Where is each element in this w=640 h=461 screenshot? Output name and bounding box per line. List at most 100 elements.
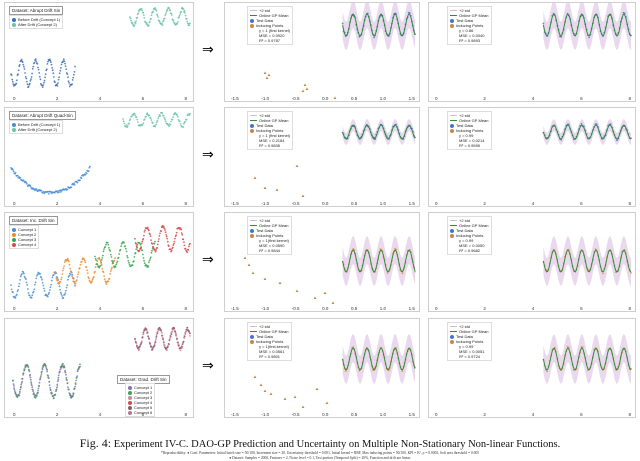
concept-1-points (10, 165, 91, 195)
tick-label: 1.5 (408, 201, 415, 206)
legend-entry: Concept 6 (128, 410, 152, 415)
tick-label: 1.0 (379, 96, 387, 101)
mid-metrics-legend: +2 std Online GP Mean Test Data Inducing Po… (247, 322, 292, 361)
mid-prediction-plot-3: +2 std Online GP Mean Test Data Inducing Po… (224, 212, 420, 312)
footnote-line-1: *Reproducibility: ● Conf. Parameters: In… (160, 451, 480, 455)
legend-swatch-icon (250, 10, 257, 11)
legend-swatch-icon (450, 225, 457, 226)
legend-entry: +2 std (250, 113, 290, 118)
legend-swatch-icon (450, 331, 457, 332)
legend-entry: Concept 1 (12, 227, 36, 232)
uncertainty-band (543, 119, 631, 145)
legend-swatch-icon (450, 228, 454, 233)
legend-swatch-icon (12, 127, 16, 132)
legend-label: Online GP Mean (459, 329, 489, 334)
tick-label: 8 (184, 412, 187, 417)
tick-label: 0 (13, 412, 16, 417)
legend-entry: γ = 1 (first kernel) (250, 28, 290, 33)
legend-entry: Test Data (450, 334, 489, 339)
legend-swatch-icon (128, 395, 132, 400)
legend-label: +2 std (259, 113, 271, 118)
tick-label: 4 (98, 96, 102, 101)
tick-label: 1.0 (379, 201, 387, 206)
tick-label: 6 (141, 412, 145, 417)
legend-label: γ = 1(first kernel) (259, 238, 289, 243)
mid-x-ticks: -1.5 -1.0 -0.5 0.0 0.5 1.0 1.5 (231, 412, 415, 417)
tick-label: 8 (184, 201, 187, 206)
legend-label: Concept 3 (18, 237, 37, 242)
legend-swatch-icon (250, 240, 257, 241)
gp-mean-line (542, 124, 632, 140)
tick-label: 6 (580, 412, 583, 417)
legend-entry: Online GP Mean (450, 223, 489, 228)
tick-label: 6 (141, 201, 145, 206)
concept-3-points (94, 240, 156, 269)
mid-x-ticks: -1.5 -1.0 -0.5 0.0 0.5 1.0 1.5 (231, 96, 415, 101)
legend-entry: Concept 2 (12, 232, 36, 237)
legend-label: Test Data (456, 334, 473, 339)
mid-metrics-legend: +2 std Online GP Mean Test Data Inducing Po… (247, 111, 294, 150)
legend-entry: R² = 0.9893 (450, 38, 489, 43)
legend-label: Online GP Mean (259, 223, 289, 228)
legend-label: R² = 0.9835 (259, 143, 281, 148)
concept-6-points (134, 326, 191, 351)
tick-label: 4 (98, 201, 102, 206)
legend-entry: MSE = 0.2184 (250, 138, 290, 143)
caption-text: Experiment IV-C. DAO-GP Prediction and U… (113, 439, 561, 450)
legend-entry: +2 std (450, 218, 489, 223)
legend-entry: Test Data (250, 228, 289, 233)
legend-entry: Test Data (250, 123, 290, 128)
legend-swatch-icon (250, 250, 257, 251)
gp-mean-line (342, 249, 416, 273)
legend-label: MSE = 0.0051 (459, 349, 485, 354)
legend-entry: Before Drift (Concept 1) (12, 122, 60, 127)
right-metrics-legend: +2 std Online GP Mean Test Data Inducing Po… (447, 216, 492, 255)
legend-swatch-icon (450, 233, 454, 238)
legend-entry: Inducing Points (250, 339, 289, 344)
dataset-legend: Before Drift (Concept 1) After Drift (Con… (9, 15, 64, 29)
tick-label: 4 (98, 412, 102, 417)
legend-entry: Inducing Points (450, 339, 489, 344)
legend-entry: Concept 1 (128, 385, 152, 390)
legend-swatch-icon (250, 351, 257, 352)
tick-label: 6 (580, 201, 583, 206)
legend-swatch-icon (128, 400, 132, 405)
dataset-title: Dataset: Abrupt Drift Quad-Sin (9, 111, 76, 120)
legend-label: +2 std (459, 8, 471, 13)
right-x-ticks: 0 2 4 6 8 (435, 201, 631, 206)
legend-swatch-icon (450, 250, 457, 251)
legend-entry: +2 std (450, 324, 489, 329)
right-prediction-plot-2: +2 std Online GP Mean Test Data Inducing Po… (428, 107, 636, 207)
tick-label: 2 (55, 201, 59, 206)
legend-swatch-icon (450, 145, 457, 146)
right-x-ticks: 0 2 4 6 8 (435, 96, 631, 101)
legend-label: After Drift (Concept 2) (18, 22, 57, 27)
legend-label: Inducing Points (456, 233, 484, 238)
mid-x-ticks: -1.5 -1.0 -0.5 0.0 0.5 1.0 1.5 (231, 306, 415, 311)
tick-label: 8 (628, 201, 631, 206)
dataset-title: Dataset: Abrupt Drift Sin (9, 6, 64, 15)
legend-swatch-icon (450, 140, 457, 141)
legend-entry: γ = 1(first kernel) (250, 344, 289, 349)
tick-label: 2 (55, 96, 59, 101)
legend-label: Before Drift (Concept 1) (18, 122, 61, 127)
legend-swatch-icon (450, 356, 457, 357)
legend-swatch-icon (250, 326, 257, 327)
legend-label: MSE = 0.2184 (259, 138, 285, 143)
legend-entry: Inducing Points (450, 128, 489, 133)
tick-label: 0 (13, 306, 16, 311)
legend-swatch-icon (128, 410, 132, 415)
legend-entry: Concept 3 (128, 395, 152, 400)
inducing-points (253, 375, 329, 408)
legend-swatch-icon (250, 220, 257, 221)
legend-swatch-icon (450, 35, 457, 36)
legend-swatch-icon (250, 245, 257, 246)
legend-entry: Test Data (250, 334, 289, 339)
legend-swatch-icon (250, 115, 257, 116)
legend-entry: +2 std (450, 8, 489, 13)
gp-mean-line (342, 13, 416, 37)
legend-label: Inducing Points (456, 128, 484, 133)
uncertainty-band (342, 334, 415, 384)
legend-entry: Online GP Mean (450, 13, 489, 18)
tick-label: -1.0 (261, 96, 270, 101)
